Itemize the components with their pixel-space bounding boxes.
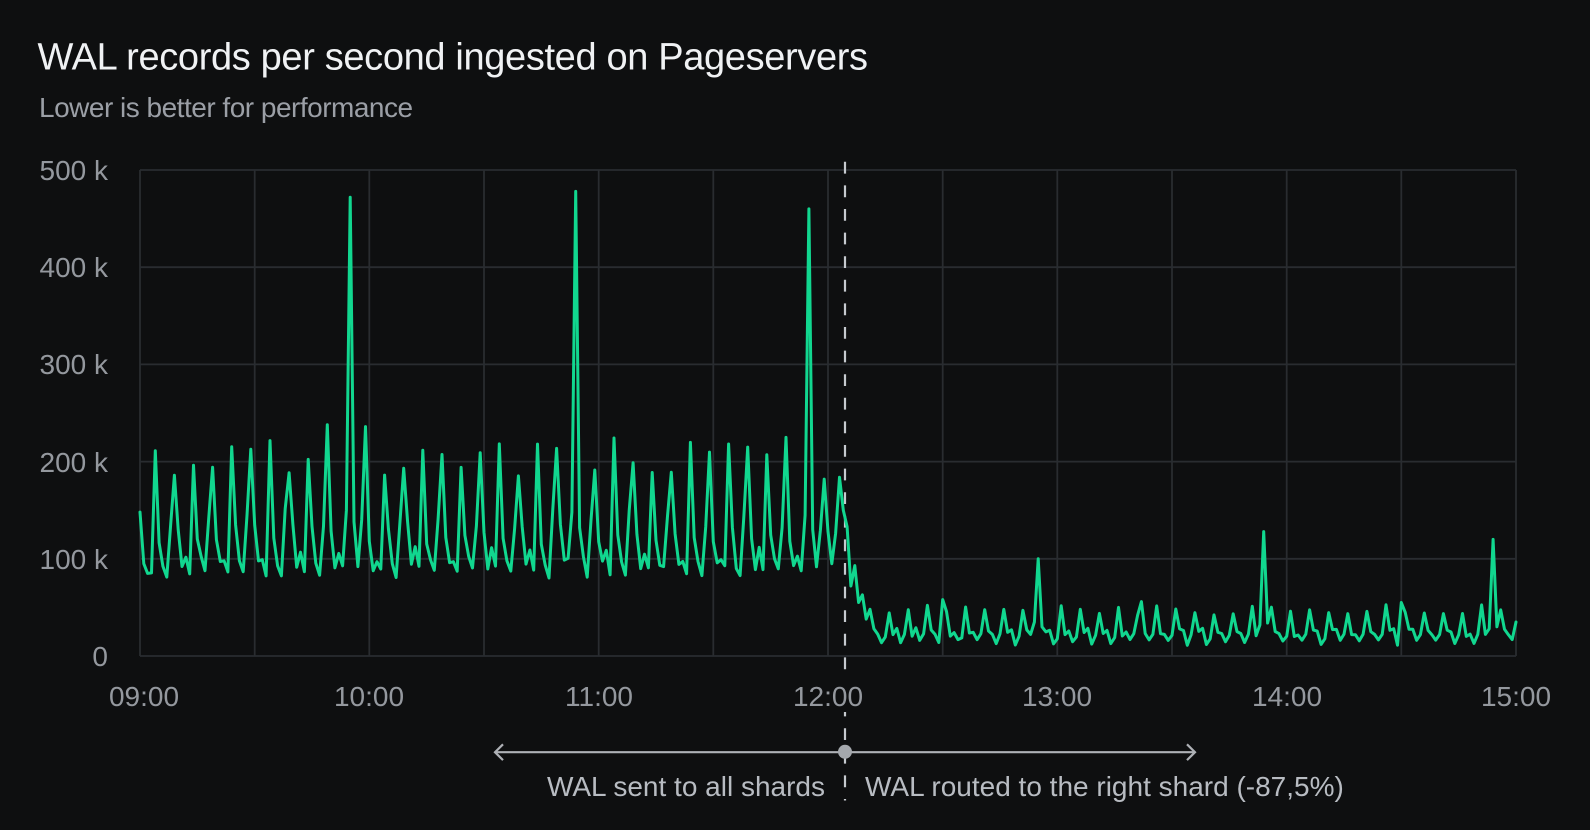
svg-text:WAL records per second ingeste: WAL records per second ingested on Pages… — [38, 37, 868, 79]
svg-text:14:00: 14:00 — [1252, 681, 1322, 712]
svg-text:0: 0 — [92, 641, 108, 672]
svg-text:200 k: 200 k — [40, 447, 109, 478]
svg-text:WAL routed to the right shard: WAL routed to the right shard (-87,5%) — [865, 771, 1344, 802]
svg-text:WAL sent to all shards: WAL sent to all shards — [547, 771, 825, 802]
svg-text:12:00: 12:00 — [793, 681, 863, 712]
svg-text:Lower is better for performanc: Lower is better for performance — [39, 92, 413, 123]
svg-text:11:00: 11:00 — [565, 681, 633, 712]
svg-text:10:00: 10:00 — [334, 681, 404, 712]
svg-text:100 k: 100 k — [40, 544, 109, 575]
svg-text:300 k: 300 k — [40, 349, 109, 380]
svg-text:09:00: 09:00 — [109, 681, 179, 712]
svg-text:13:00: 13:00 — [1022, 681, 1092, 712]
svg-text:15:00: 15:00 — [1481, 681, 1551, 712]
svg-text:400 k: 400 k — [40, 252, 109, 283]
svg-text:500 k: 500 k — [40, 155, 109, 186]
